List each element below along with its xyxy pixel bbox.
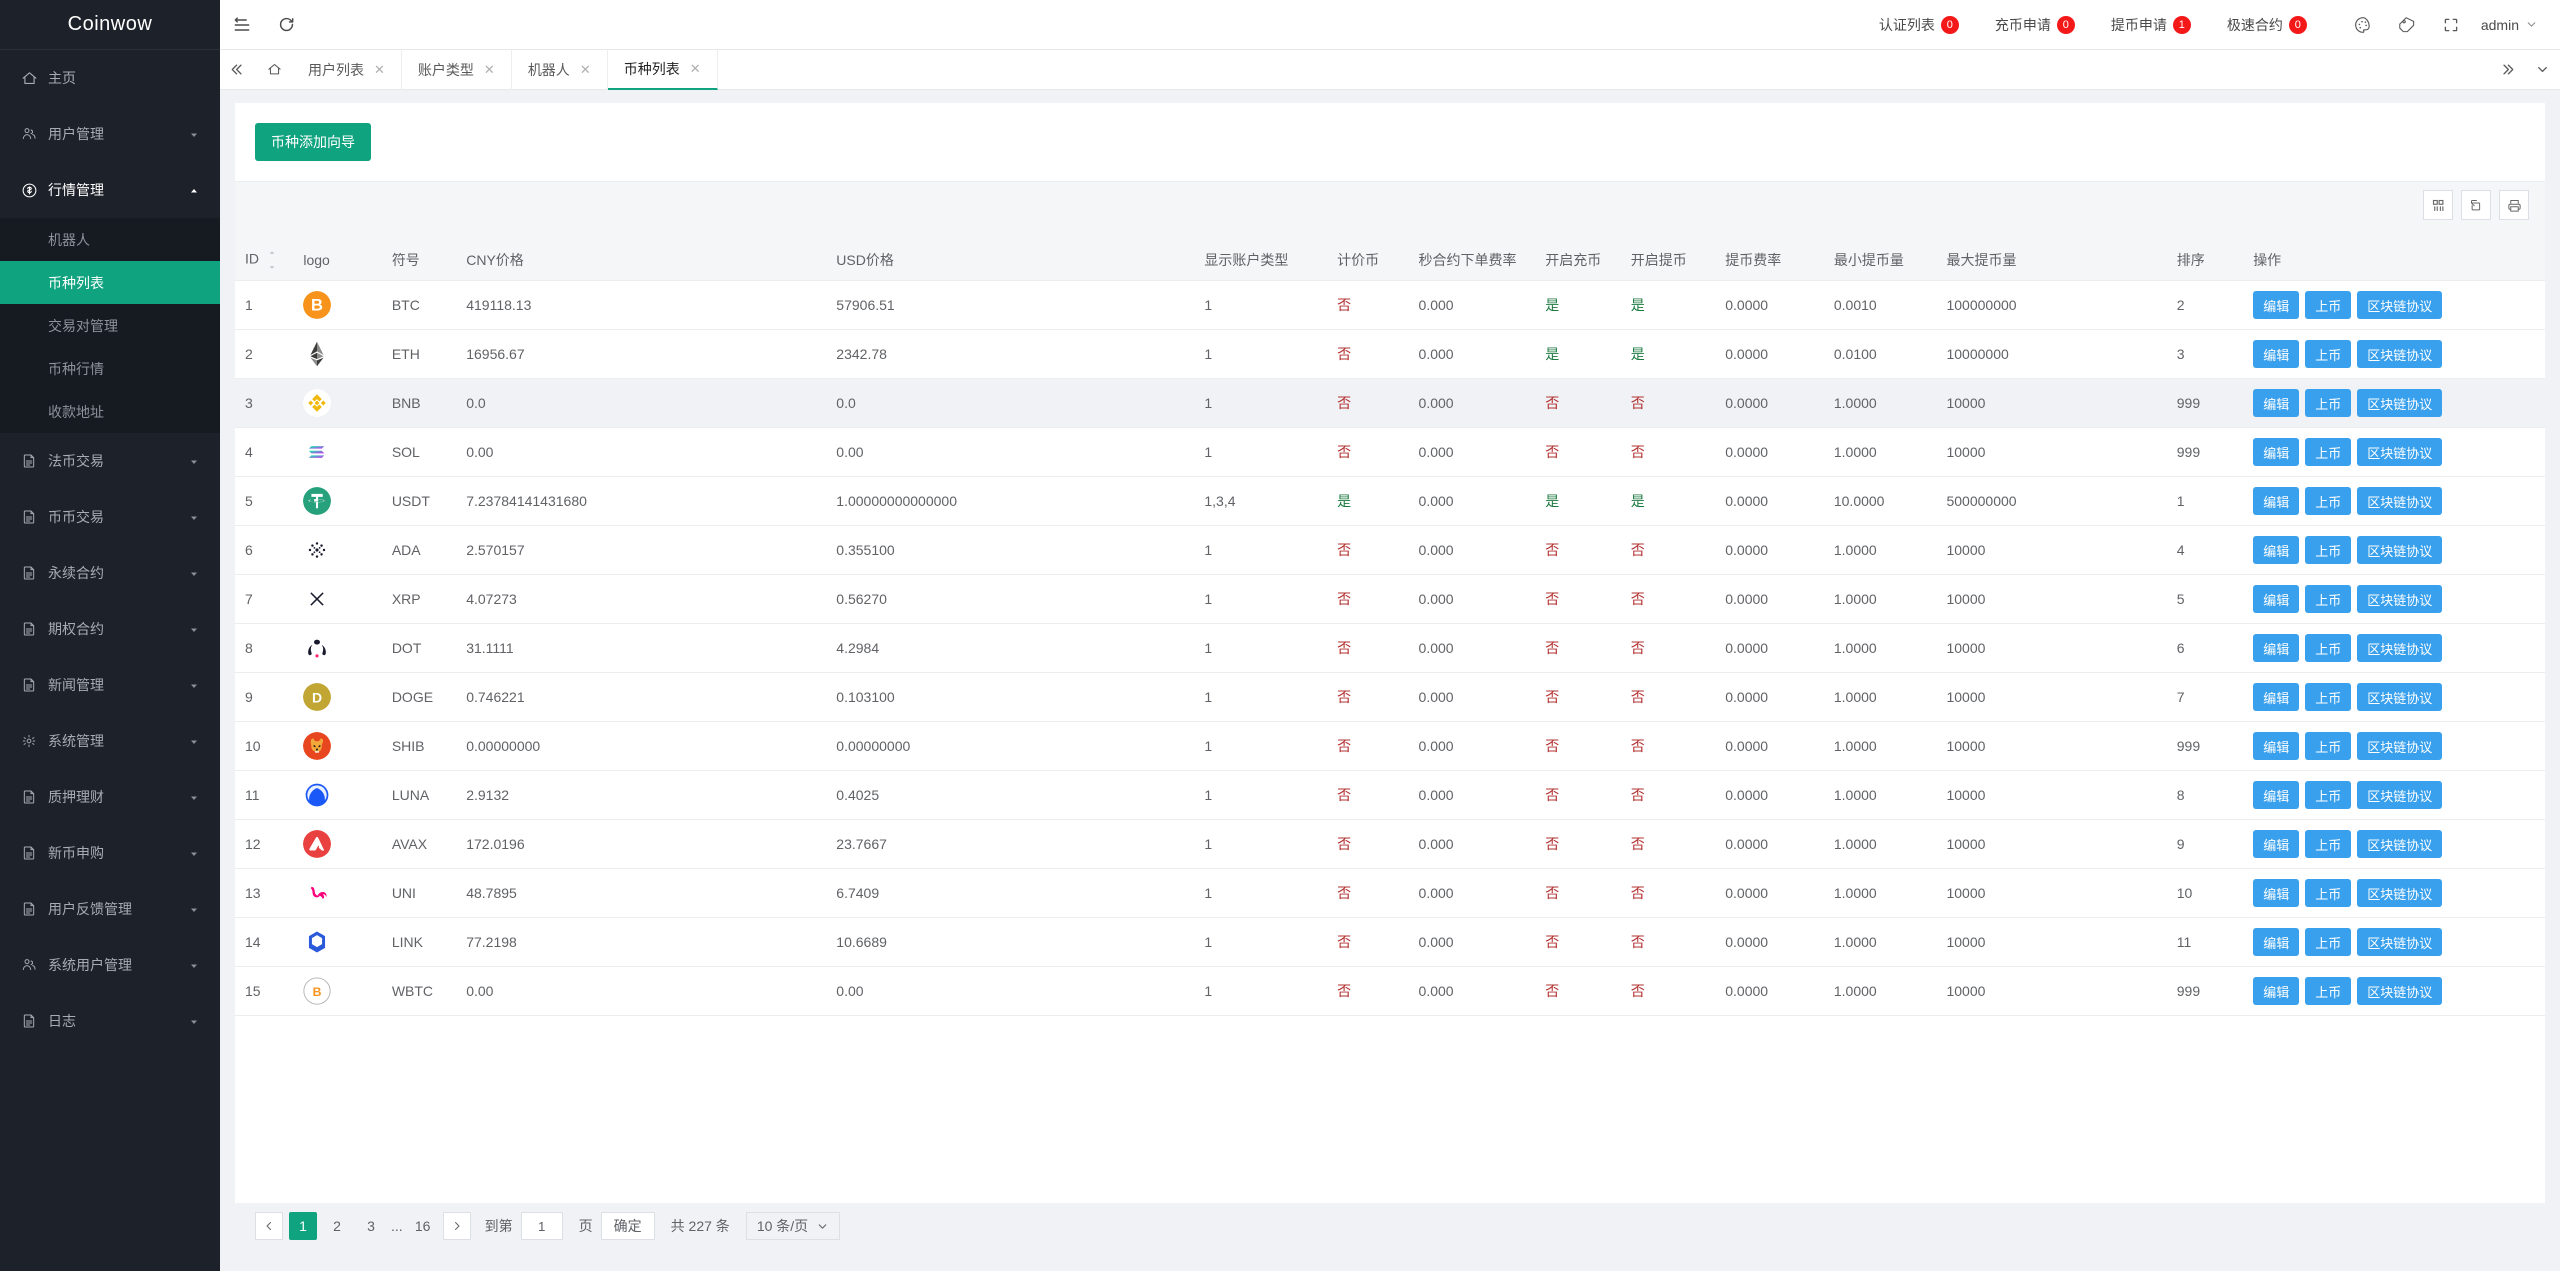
svg-text:B: B [313, 985, 322, 999]
svg-text:B: B [311, 295, 323, 314]
svg-text:D: D [312, 689, 322, 705]
